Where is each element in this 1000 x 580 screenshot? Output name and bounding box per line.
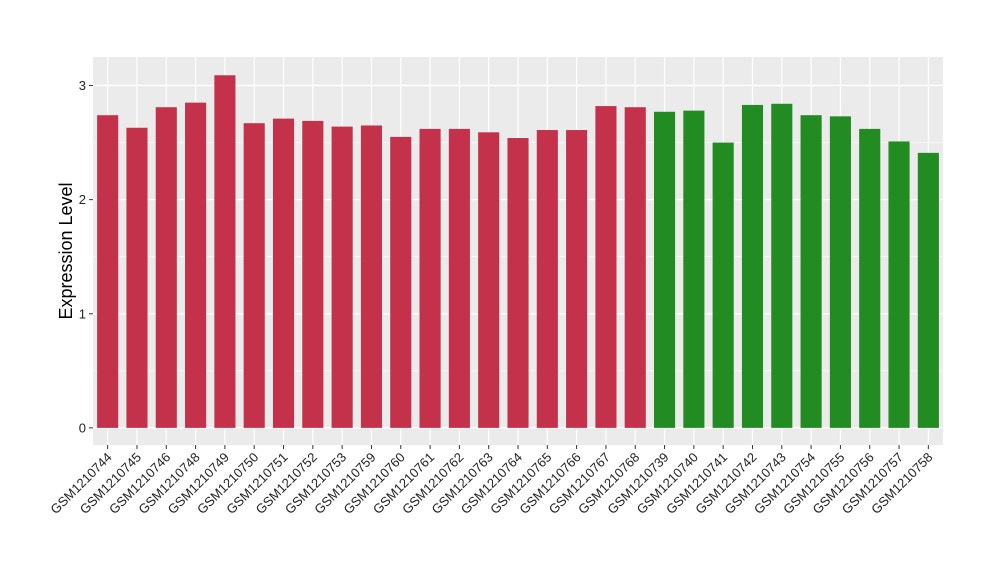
bar-GSM1210739 [654,111,676,428]
bar-GSM1210744 [97,115,119,428]
bar-GSM1210768 [624,107,646,428]
bar-GSM1210753 [331,126,353,428]
y-tick-label: 3 [79,78,86,93]
bar-GSM1210755 [829,116,851,428]
bar-GSM1210763 [478,132,500,428]
bar-GSM1210745 [126,127,148,428]
bar-GSM1210743 [771,103,793,428]
bar-GSM1210740 [683,110,705,428]
bar-GSM1210754 [800,115,822,428]
bar-GSM1210757 [888,141,910,428]
y-axis: 0 1 2 3 [79,78,93,435]
bar-GSM1210760 [390,136,412,428]
bar-GSM1210749 [214,75,236,428]
y-tick-label: 1 [79,306,86,321]
bar-GSM1210756 [859,128,881,428]
bar-GSM1210741 [712,142,734,428]
bar-GSM1210761 [419,128,441,428]
bar-GSM1210767 [595,106,617,428]
bar-GSM1210759 [360,125,382,428]
x-axis: GSM1210744GSM1210745GSM1210746GSM1210748… [47,445,935,517]
bar-GSM1210766 [566,130,588,428]
bar-GSM1210764 [507,138,529,428]
bar-GSM1210762 [448,128,470,428]
bar-GSM1210750 [243,123,265,428]
bar-GSM1210751 [272,118,295,428]
y-tick-label: 0 [79,420,86,435]
y-axis-title: Expression Level [56,182,76,319]
y-tick-label: 2 [79,192,86,207]
bar-GSM1210765 [536,130,558,428]
bar-GSM1210752 [302,120,324,428]
bar-GSM1210748 [185,102,207,428]
bar-GSM1210746 [155,107,177,428]
bar-GSM1210758 [917,152,939,428]
bars [97,75,939,428]
bar-GSM1210742 [741,104,764,428]
